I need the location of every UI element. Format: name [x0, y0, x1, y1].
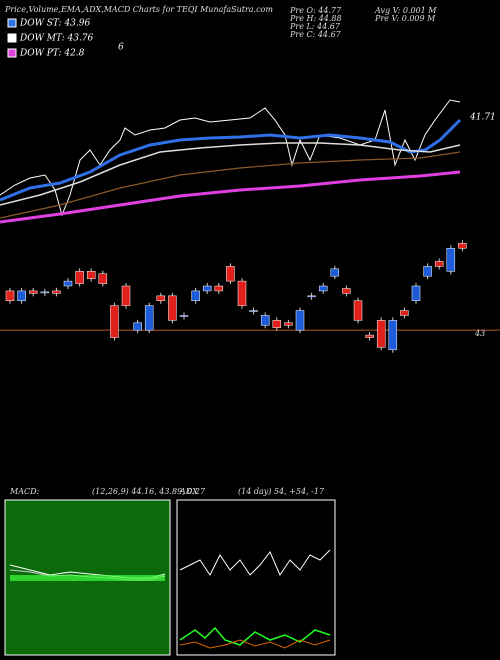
- info-text: Pre O: 44.77: [289, 6, 342, 15]
- adx-plus: [179, 626, 331, 646]
- candle: [5, 290, 15, 301]
- candle: [330, 268, 340, 277]
- candle: [318, 285, 328, 292]
- candle: [40, 291, 50, 294]
- legend-swatch: [7, 18, 17, 28]
- chart-title: Price,Volume,EMA,ADX,MACD Charts for TEQ…: [4, 5, 273, 14]
- candle: [144, 305, 154, 331]
- candle: [191, 290, 200, 301]
- legend-swatch: [7, 48, 17, 58]
- candle: [156, 295, 166, 301]
- info-text: Pre H: 44.88: [289, 14, 342, 23]
- price-line: [0, 99, 461, 217]
- candle: [86, 271, 96, 279]
- candle: [75, 271, 84, 284]
- candle: [110, 305, 119, 338]
- adx-minus: [179, 639, 331, 649]
- candle: [272, 320, 282, 328]
- candle: [307, 295, 316, 298]
- ref-label: 43: [474, 329, 485, 338]
- macd-label: MACD:: [9, 487, 40, 496]
- candle: [446, 247, 456, 272]
- adx-panel: [176, 499, 336, 656]
- candle: [98, 273, 108, 284]
- price-panel: [0, 99, 462, 224]
- candle: [388, 320, 398, 351]
- candle: [226, 266, 235, 282]
- legend-label: DOW ST: 43.96: [19, 19, 90, 29]
- ema-short: [0, 118, 462, 202]
- info-text: Pre C: 44.67: [289, 30, 342, 39]
- candle: [295, 310, 305, 331]
- candle: [342, 288, 351, 294]
- legend-label: DOW MT: 43.76: [19, 34, 94, 44]
- candle: [214, 285, 224, 292]
- ema-long: [0, 151, 461, 219]
- candle: [17, 290, 26, 301]
- adx-text: (14 day) 54, +54, -17: [238, 487, 325, 496]
- adx-line: [179, 549, 331, 577]
- candle: [52, 290, 61, 294]
- info-text: Pre V: 0.009 M: [374, 14, 436, 23]
- upper-label: 41.71: [469, 113, 496, 123]
- candle: [434, 261, 444, 267]
- candle: [411, 285, 421, 301]
- candle: [353, 300, 363, 321]
- candle: [400, 310, 409, 316]
- info-text: Avg V: 0.001 M: [374, 6, 437, 15]
- candle: [133, 322, 142, 331]
- legend-note: 6: [118, 43, 124, 53]
- ema-pt: [0, 170, 461, 224]
- legend-swatch: [7, 33, 17, 43]
- candle: [365, 334, 374, 338]
- candle: [237, 280, 247, 306]
- candle: [121, 285, 131, 306]
- candle: [63, 280, 73, 287]
- adx-label: ADX: [179, 487, 198, 496]
- candle: [376, 320, 386, 348]
- candle: [260, 315, 270, 326]
- candle: [249, 310, 258, 312]
- macd-hist: [10, 575, 165, 581]
- candle: [202, 285, 212, 292]
- candle: [423, 266, 432, 277]
- candle: [28, 290, 38, 294]
- ema-mid: [0, 142, 461, 206]
- info-text: Pre L: 44.67: [289, 22, 341, 31]
- macd-text: (12,26,9) 44.16, 43.89, 0.27: [92, 487, 206, 496]
- candle: [168, 295, 177, 321]
- candle: [179, 315, 189, 317]
- candle: [284, 322, 293, 326]
- candle: [458, 243, 467, 249]
- legend-label: DOW PT: 42.8: [19, 49, 85, 59]
